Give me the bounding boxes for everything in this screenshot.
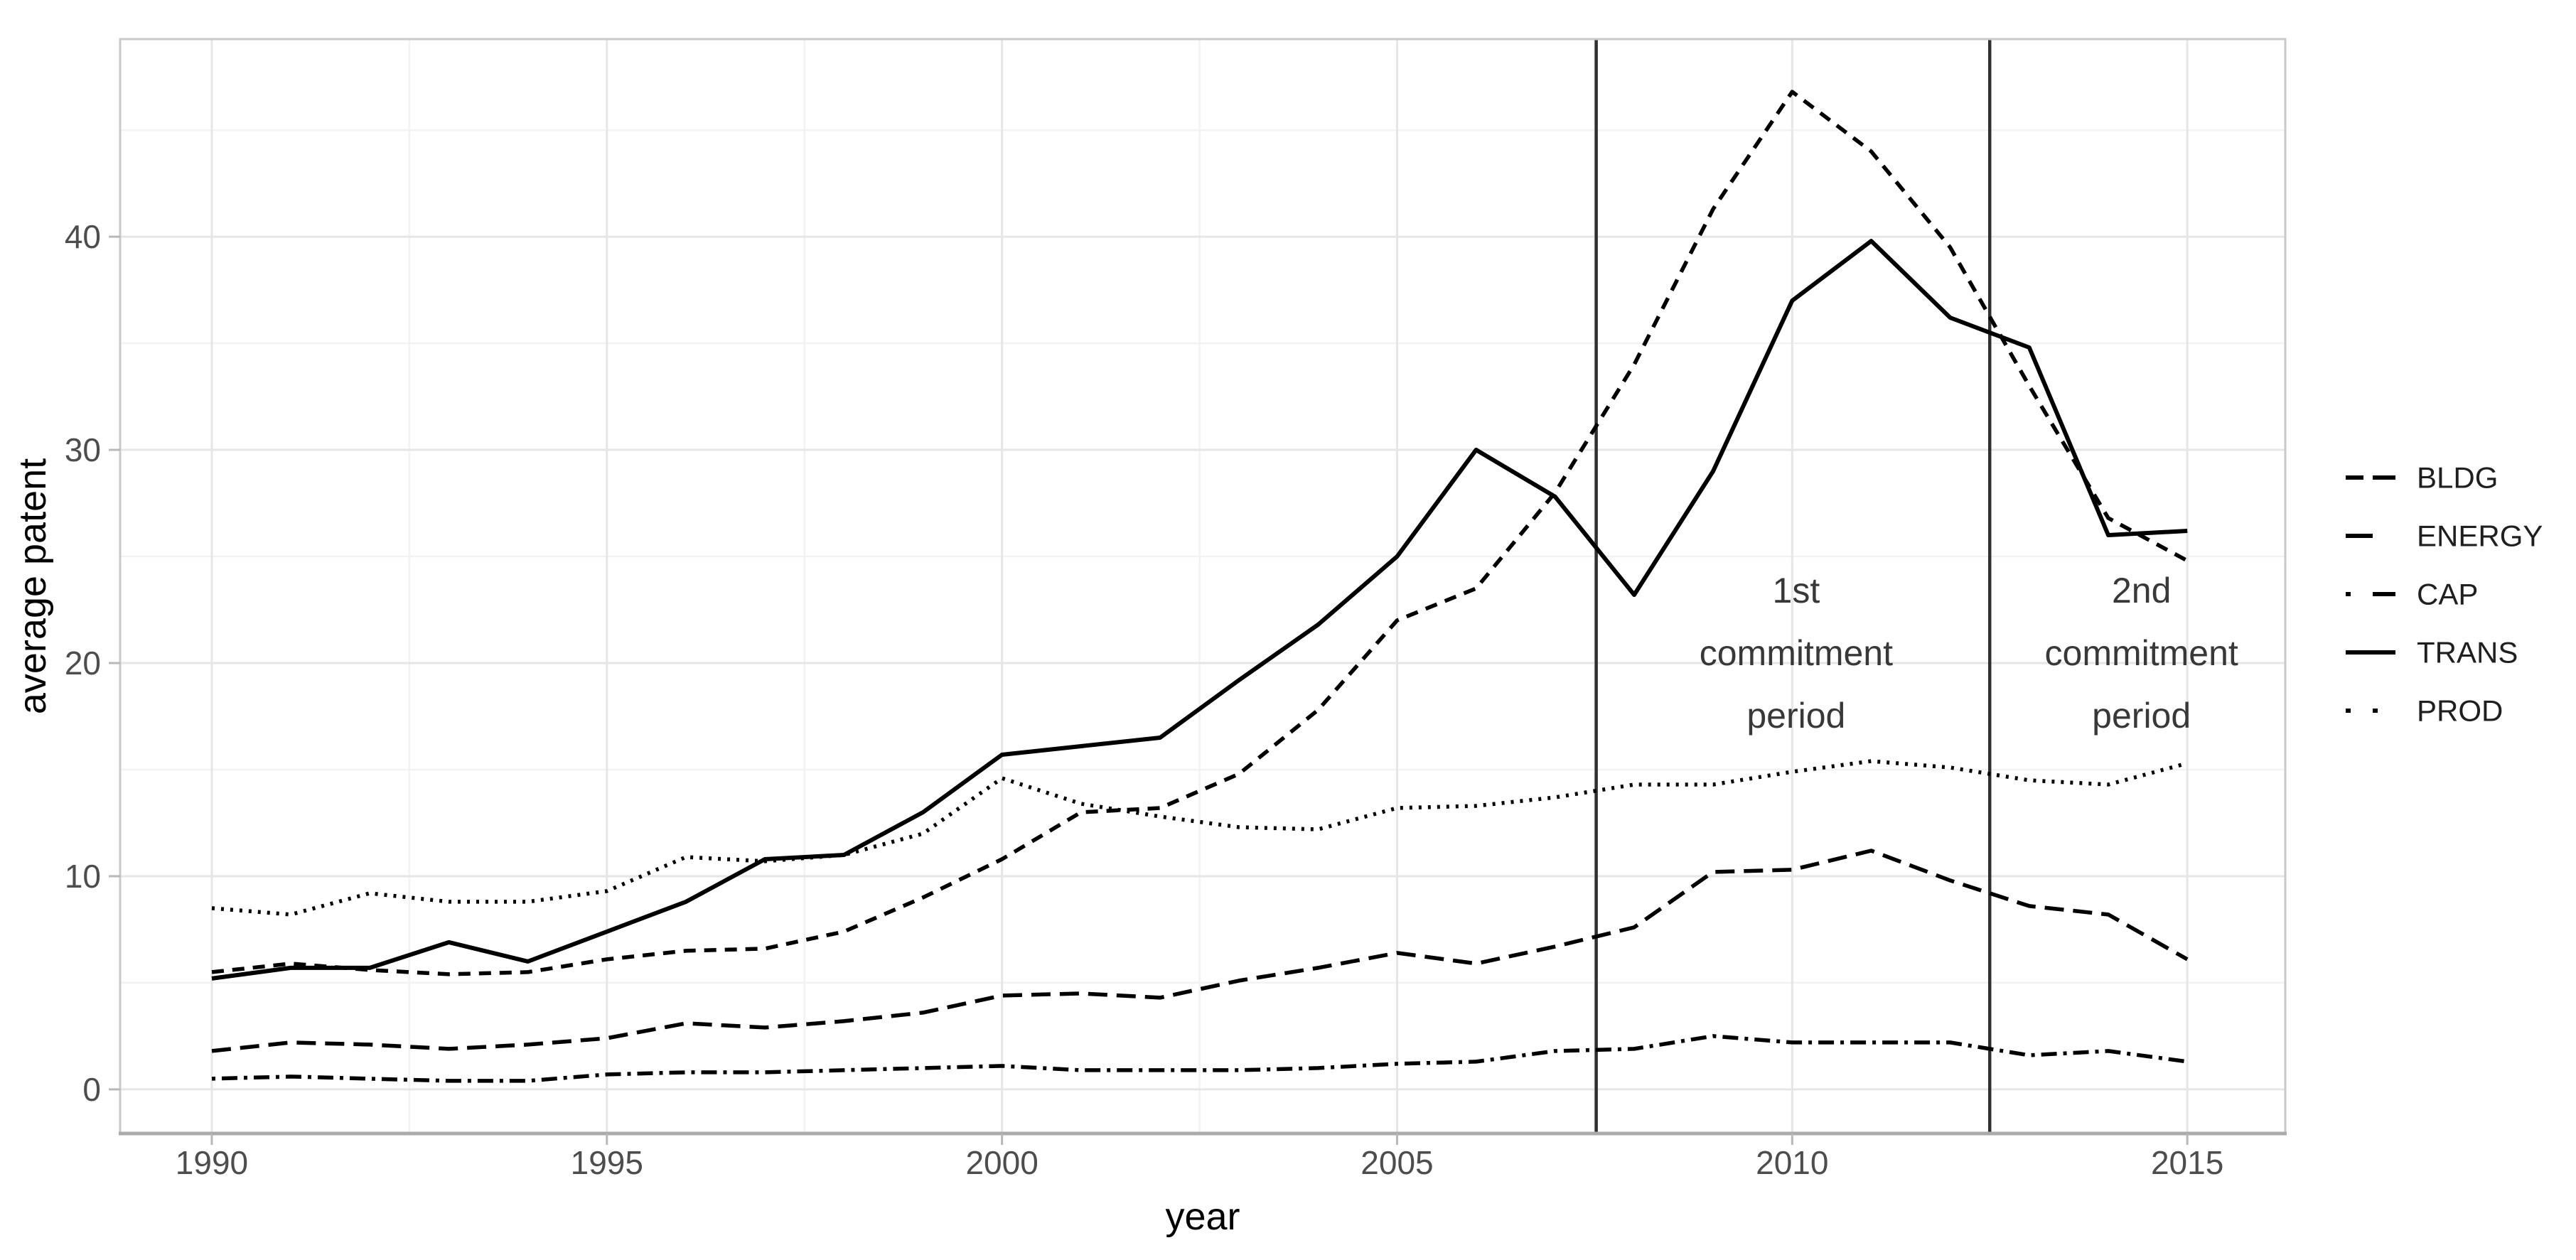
series-line-trans bbox=[211, 239, 2188, 981]
annotation-text-line: commitment bbox=[1700, 633, 1893, 673]
legend-entry-cap: CAP bbox=[2346, 578, 2478, 611]
x-axis-tick-label: 2015 bbox=[2151, 1144, 2223, 1181]
y-axis-tick-label: 40 bbox=[65, 218, 101, 255]
panel-background bbox=[120, 39, 2285, 1134]
annotation-1st-commitment-period: 1st commitment period bbox=[1700, 571, 1893, 736]
x-axis-tick-label: 2000 bbox=[965, 1144, 1038, 1181]
legend-entry-prod: PROD bbox=[2346, 694, 2503, 728]
x-axis-title: year bbox=[1165, 1195, 1240, 1238]
y-axis-tick-label: 20 bbox=[65, 645, 101, 682]
series-line-cap bbox=[211, 1034, 2188, 1083]
annotation-text-line: period bbox=[2092, 696, 2191, 736]
y-axis-tick-label: 0 bbox=[82, 1071, 101, 1108]
x-axis-tick-label: 1990 bbox=[176, 1144, 248, 1181]
x-axis-tick-label: 2010 bbox=[1756, 1144, 1828, 1181]
x-axis-tick-label: 1995 bbox=[571, 1144, 643, 1181]
y-axis-tick-label: 10 bbox=[65, 858, 101, 895]
annotation-text-line: period bbox=[1746, 696, 1845, 736]
series-line-prod bbox=[211, 759, 2188, 917]
annotation-2nd-commitment-period: 2nd commitment period bbox=[2045, 571, 2238, 736]
legend-label: PROD bbox=[2417, 694, 2503, 728]
y-axis-title: average patent bbox=[11, 458, 54, 714]
annotation-text-line: commitment bbox=[2045, 633, 2238, 673]
series-line-bldg bbox=[211, 90, 2189, 976]
annotation-text-line: 1st bbox=[1773, 571, 1820, 610]
legend-label: BLDG bbox=[2417, 461, 2498, 495]
tick-marks bbox=[109, 235, 2189, 1145]
legend-entry-bldg: BLDG bbox=[2346, 461, 2498, 495]
legend-label: TRANS bbox=[2417, 636, 2518, 669]
x-axis-tick-label: 2005 bbox=[1361, 1144, 1433, 1181]
legend: BLDG ENERGY CAP TRANS PROD bbox=[2346, 461, 2543, 728]
annotation-text-line: 2nd bbox=[2112, 571, 2171, 610]
legend-entry-trans: TRANS bbox=[2346, 636, 2518, 669]
y-axis-tick-label: 30 bbox=[65, 431, 101, 468]
legend-label: CAP bbox=[2417, 578, 2478, 611]
series-line-energy bbox=[211, 849, 2189, 1053]
legend-entry-energy: ENERGY bbox=[2346, 519, 2543, 553]
legend-label: ENERGY bbox=[2417, 519, 2543, 553]
